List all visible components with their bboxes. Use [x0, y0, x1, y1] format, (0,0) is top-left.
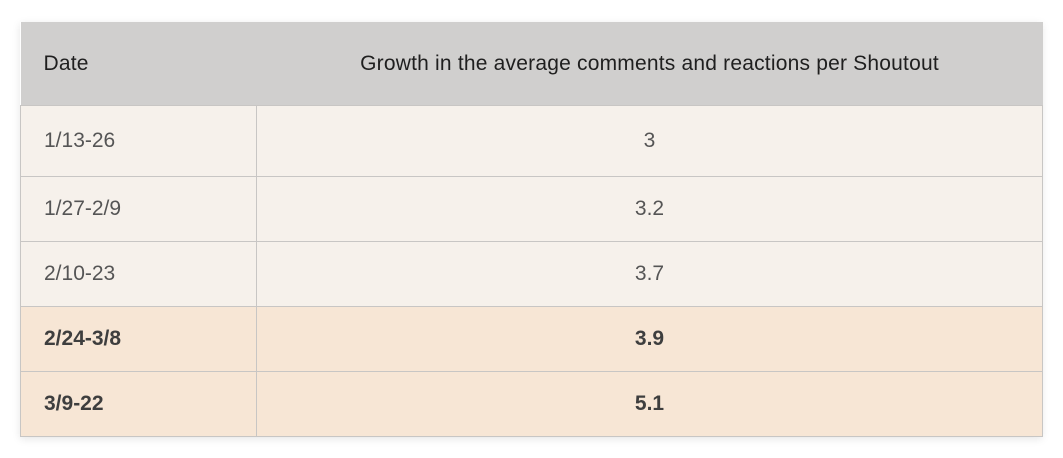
table-header: Date Growth in the average comments and … — [20, 22, 1043, 106]
growth-value-cell: 5.1 — [256, 371, 1043, 437]
growth-value-cell: 3.9 — [256, 306, 1043, 372]
growth-table: Date Growth in the average comments and … — [20, 22, 1043, 437]
date-cell: 2/24-3/8 — [20, 306, 257, 372]
date-cell: 1/13-26 — [20, 105, 257, 177]
growth-value-cell: 3.7 — [256, 241, 1043, 307]
growth-table-container: Date Growth in the average comments and … — [20, 22, 1043, 437]
date-cell: 3/9-22 — [20, 371, 257, 437]
column-header-growth: Growth in the average comments and react… — [256, 22, 1043, 106]
table-row-highlighted: 3/9-22 5.1 — [20, 371, 1043, 437]
table-row: 1/13-26 3 — [20, 105, 1043, 177]
table-row: 1/27-2/9 3.2 — [20, 176, 1043, 242]
date-cell: 1/27-2/9 — [20, 176, 257, 242]
growth-value-cell: 3 — [256, 105, 1043, 177]
growth-value-cell: 3.2 — [256, 176, 1043, 242]
column-header-date: Date — [20, 22, 257, 106]
header-row: Date Growth in the average comments and … — [20, 22, 1043, 106]
table-row-highlighted: 2/24-3/8 3.9 — [20, 306, 1043, 372]
date-cell: 2/10-23 — [20, 241, 257, 307]
table-body: 1/13-26 3 1/27-2/9 3.2 2/10-23 3.7 2/24-… — [20, 105, 1043, 437]
table-row: 2/10-23 3.7 — [20, 241, 1043, 307]
